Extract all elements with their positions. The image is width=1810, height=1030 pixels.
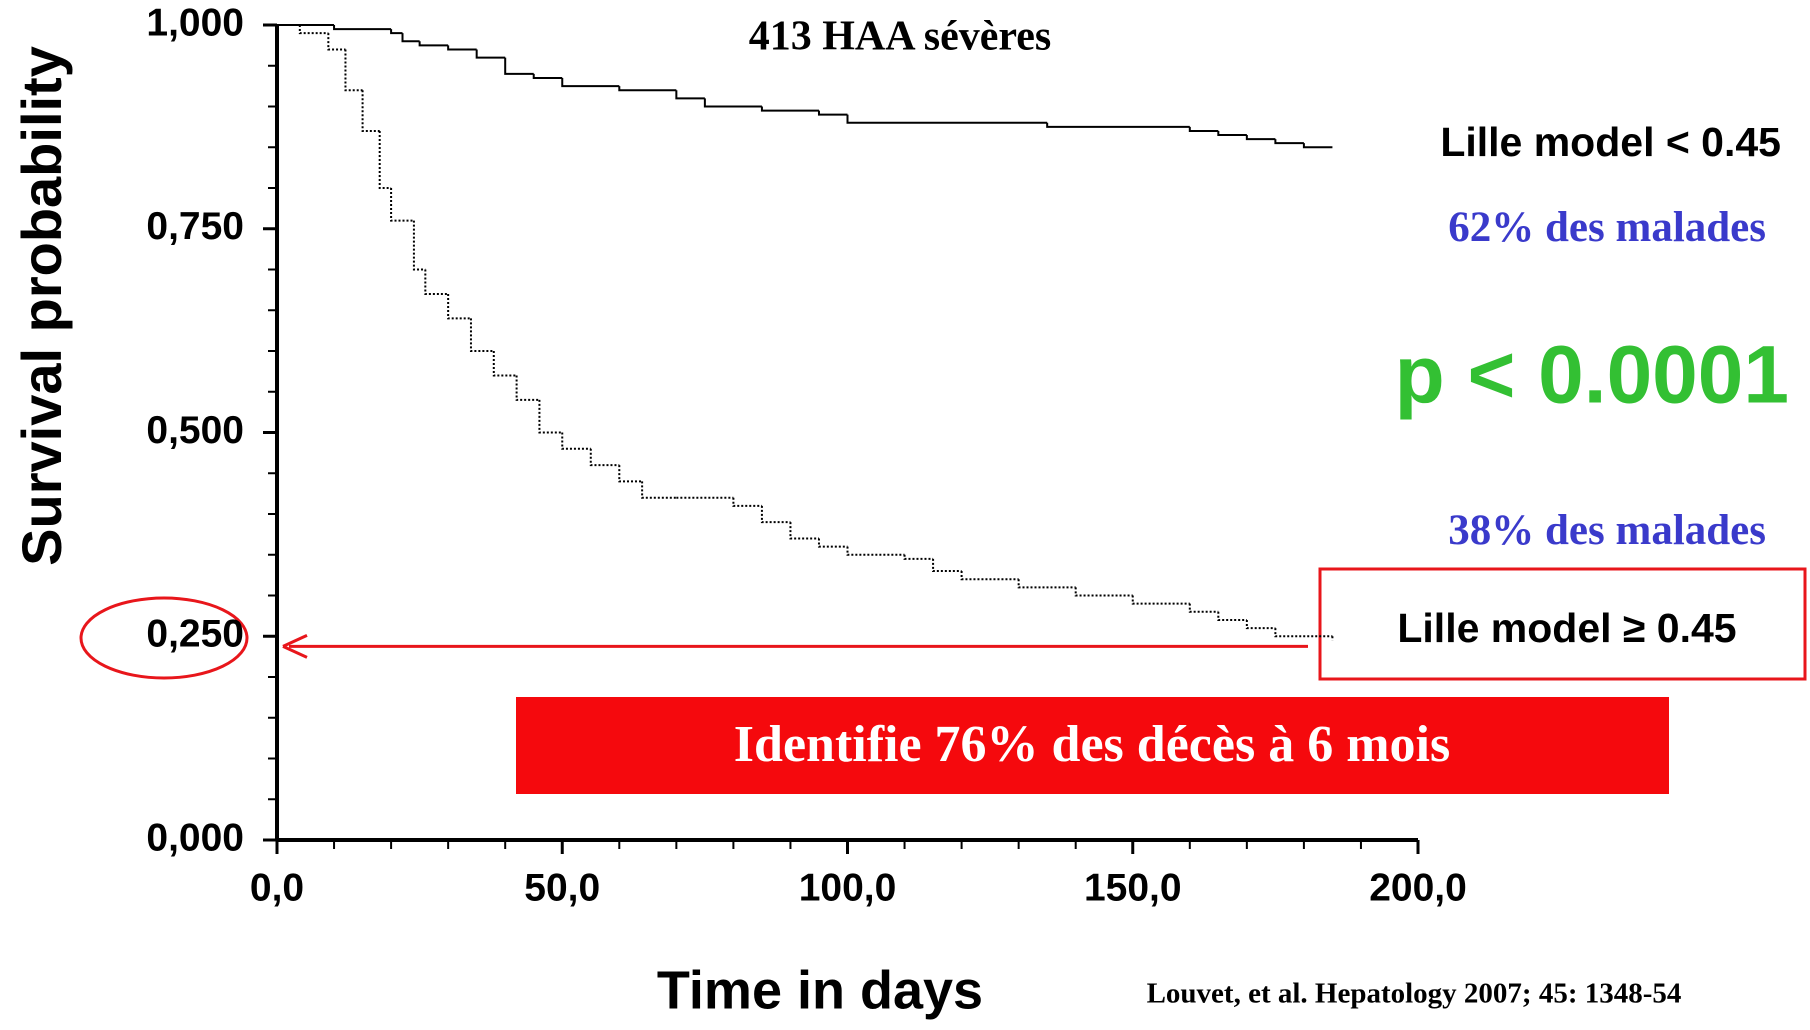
x-tick-label: 0,0 [250, 866, 304, 909]
survival-step [401, 33, 420, 43]
survival-step [344, 49, 363, 92]
legend-label: Lille model < 0.45 [1440, 119, 1781, 165]
y-tick-label: 1,000 [146, 1, 244, 44]
survival-step [418, 41, 449, 47]
survival-step [504, 57, 534, 75]
survival-step [378, 130, 392, 189]
survival-step [789, 522, 819, 540]
survival-step [1274, 139, 1304, 145]
survival-step [960, 571, 1019, 581]
survival-step [412, 220, 426, 271]
survival-step [1245, 135, 1276, 141]
survival-step [447, 45, 477, 51]
survival-step [1274, 628, 1333, 638]
survival-step [932, 558, 962, 573]
survival-step [469, 318, 494, 352]
legend-box [1318, 567, 1807, 681]
survival-step [1245, 619, 1276, 630]
survival-step [361, 90, 380, 132]
survival-step [817, 538, 848, 548]
x-tick-label: 200,0 [1369, 866, 1467, 909]
survival-step [1131, 595, 1190, 605]
share-annotation: 38% des malades [1448, 507, 1766, 554]
survival-step [298, 25, 329, 35]
banner-text: Identifie 76% des décès à 6 mois [734, 716, 1450, 773]
y-axis-label: Survival probability [10, 46, 73, 566]
survival-step [846, 546, 905, 556]
banner [516, 697, 1669, 794]
legend-label: Lille model ≥ 0.45 [1397, 605, 1736, 651]
citation: Louvet, et al. Hepatology 2007; 45: 1348… [1147, 978, 1682, 1010]
survival-step [1017, 579, 1076, 589]
y-tick-label: 0,750 [146, 205, 244, 248]
survival-step [903, 554, 934, 560]
survival-step [589, 448, 620, 467]
chart-title: 413 HAA sévères [749, 14, 1052, 60]
survival-step [1188, 603, 1219, 613]
highlight-circle [79, 596, 249, 680]
survival-step [618, 86, 677, 92]
survival-step [732, 497, 762, 507]
survival-step [390, 188, 414, 222]
survival-step [1217, 611, 1247, 621]
survival-step [817, 110, 848, 116]
survival-step [1046, 122, 1190, 128]
survival-step [561, 77, 620, 88]
survival-step [561, 432, 591, 450]
x-tick-label: 50,0 [524, 866, 600, 909]
share-annotation: 62% des malades [1448, 204, 1766, 251]
survival-step [538, 399, 563, 434]
arrow-head [282, 633, 308, 659]
survival-step [390, 29, 403, 35]
survival-step [447, 293, 471, 320]
survival-step [641, 481, 677, 499]
survival-step [703, 98, 762, 108]
survival-step [760, 106, 819, 112]
survival-step [327, 33, 346, 51]
survival-step [515, 375, 540, 401]
p-value: p < 0.0001 [1395, 330, 1789, 421]
survival-step [333, 25, 392, 31]
survival-step [1217, 130, 1247, 137]
y-tick-label: 0,000 [146, 816, 244, 859]
x-tick-label: 150,0 [1084, 866, 1182, 909]
survival-step [424, 269, 449, 295]
survival-step [1074, 587, 1133, 597]
y-tick-label: 0,250 [146, 613, 244, 656]
survival-step [760, 505, 791, 524]
x-axis-label: Time in days [657, 960, 983, 1020]
survival-step [1302, 143, 1333, 149]
survival-step [675, 90, 705, 100]
x-tick-label: 100,0 [799, 866, 897, 909]
survival-step [492, 351, 517, 377]
survival-step [475, 49, 506, 59]
survival-step [846, 114, 1048, 124]
survival-step [532, 73, 563, 79]
survival-step [618, 465, 643, 483]
survival-step [1188, 126, 1219, 132]
y-tick-label: 0,500 [146, 409, 244, 452]
